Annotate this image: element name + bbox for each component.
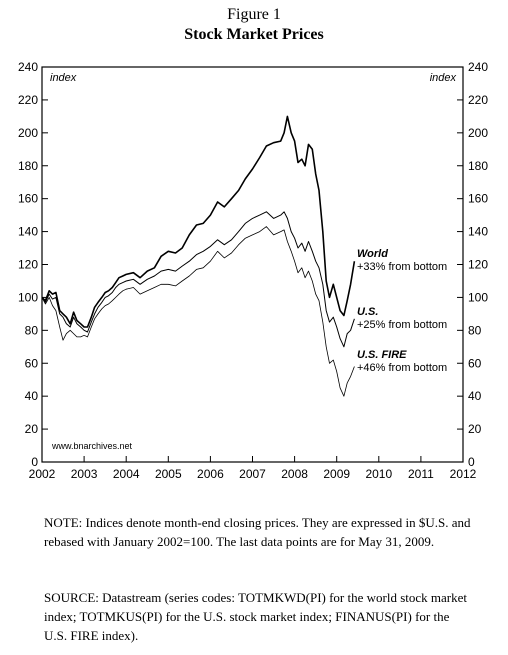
- y-unit-right: index: [430, 72, 457, 84]
- x-tick-label: 2008: [281, 467, 308, 481]
- series-note-world: +33% from bottom: [357, 261, 447, 273]
- x-tick-label: 2009: [323, 467, 350, 481]
- x-tick-label: 2010: [365, 467, 392, 481]
- series-label-us: U.S.: [357, 306, 378, 318]
- x-tick-label: 2006: [197, 467, 224, 481]
- y-tick-label-right: 100: [468, 290, 488, 304]
- stock-price-chart: 0 0 20 20 40 40 60 60 80 80 100 100 120 120 140 140 160 1…: [18, 60, 488, 481]
- source-paragraph: SOURCE: Datastream (series codes: TOTMKW…: [44, 590, 468, 643]
- y-tick-label-right: 160: [468, 192, 488, 206]
- y-tick-label-right: 240: [468, 60, 488, 74]
- x-tick-label: 2003: [71, 467, 98, 481]
- x-tick-label: 2012: [450, 467, 477, 481]
- series-line-world: [41, 115, 356, 328]
- series-label-world: World: [357, 248, 388, 260]
- y-tick-label-left: 40: [25, 389, 39, 403]
- series-note-us: +25% from bottom: [357, 319, 447, 331]
- y-tick-label-right: 140: [468, 225, 488, 239]
- y-tick-label-left: 0: [31, 455, 38, 469]
- note-paragraph: NOTE: Indices denote month-end closing p…: [44, 515, 471, 549]
- note-text: NOTE: Indices denote month-end closing p…: [44, 513, 474, 551]
- y-tick-label-right: 220: [468, 93, 488, 107]
- y-tick-label-left: 120: [18, 258, 38, 272]
- y-tick-label-right: 0: [468, 455, 475, 469]
- y-tick-label-left: 200: [18, 126, 38, 140]
- x-tick-label: 2002: [29, 467, 56, 481]
- x-tick-label: 2011: [408, 467, 434, 481]
- watermark: www.bnarchives.net: [51, 441, 133, 451]
- series-line-us: [41, 211, 355, 348]
- x-tick-label: 2007: [239, 467, 266, 481]
- y-tick-label-left: 160: [18, 192, 38, 206]
- y-tick-label-left: 240: [18, 60, 38, 74]
- y-tick-label-right: 120: [468, 258, 488, 272]
- y-tick-label-right: 60: [468, 356, 482, 370]
- series-layer: [41, 115, 356, 397]
- y-tick-label-left: 180: [18, 159, 38, 173]
- x-tick-label: 2004: [113, 467, 140, 481]
- y-tick-label-right: 80: [468, 323, 482, 337]
- source-text: SOURCE: Datastream (series codes: TOTMKW…: [44, 588, 474, 645]
- y-tick-label-left: 60: [25, 356, 39, 370]
- x-tick-label: 2005: [155, 467, 182, 481]
- series-note-us-fire: +46% from bottom: [357, 362, 447, 374]
- y-tick-label-left: 80: [25, 323, 39, 337]
- y-tick-label-right: 40: [468, 389, 482, 403]
- figure-title: Stock Market Prices: [184, 26, 324, 43]
- y-unit-left: index: [50, 72, 77, 84]
- y-tick-label-left: 100: [18, 290, 38, 304]
- y-tick-label-left: 140: [18, 225, 38, 239]
- series-line-us-fire: [41, 226, 355, 397]
- y-tick-label-right: 20: [468, 422, 482, 436]
- y-tick-label-right: 200: [468, 126, 488, 140]
- tick-layer: 0 0 20 20 40 40 60 60 80 80 100 100 120 120 140 140 160 1…: [18, 60, 488, 481]
- y-tick-label-left: 20: [25, 422, 39, 436]
- y-tick-label-left: 220: [18, 93, 38, 107]
- y-tick-label-right: 180: [468, 159, 488, 173]
- figure-label: Figure 1: [227, 6, 281, 23]
- series-label-us-fire: U.S. FIRE: [357, 349, 407, 361]
